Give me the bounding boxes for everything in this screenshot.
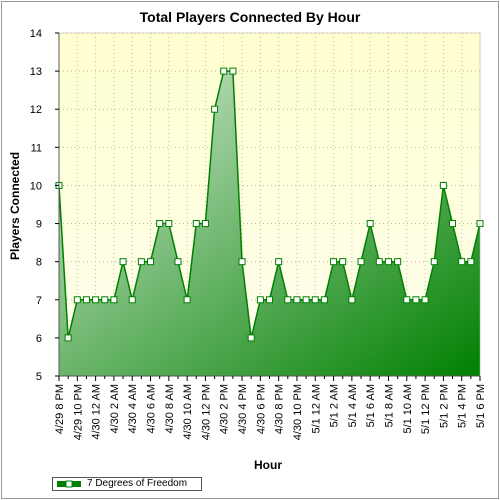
data-point [348,296,356,304]
data-point [366,220,374,228]
series-markers [55,67,484,342]
data-point [256,296,264,304]
data-point [238,258,246,266]
x-axis-ticks: 4/29 8 PM 4/29 10 PM 4/30 12 AM 4/30 2 AM 4/… [54,376,487,440]
series-area [59,71,480,377]
x-tick-label: 4/30 6 PM [255,384,267,434]
data-point [430,258,438,266]
x-tick-label: 5/1 6 PM [475,384,487,428]
y-tick-label: 11 [31,142,42,154]
data-point [293,296,301,304]
x-tick-label: 4/29 8 PM [54,384,66,434]
data-point [183,296,191,304]
data-point [220,67,228,75]
y-tick-label: 6 [36,333,42,345]
data-point [266,296,273,304]
x-tick-label: 4/30 6 AM [146,384,158,434]
x-tick-label: 5/1 2 PM [438,384,450,428]
data-point [284,296,292,304]
y-axis-ticks: 5 6 7 8 9 10 11 12 13 14 [30,28,59,383]
data-point [137,258,145,266]
x-tick-label: 4/30 8 PM [274,384,286,434]
data-point [247,334,255,342]
data-point [82,296,90,304]
data-point [311,296,319,304]
data-point [403,296,411,304]
legend-label: 7 Degrees of Freedom [87,478,188,489]
data-point [384,258,392,266]
data-point [421,296,429,304]
x-tick-label: 5/1 4 AM [347,384,359,427]
data-point [119,258,127,266]
data-point [147,258,155,266]
data-point [339,258,347,266]
legend: 7 Degrees of Freedom [52,477,202,491]
x-tick-label: 5/1 2 AM [329,384,341,427]
data-point [357,258,365,266]
data-point [110,296,118,304]
data-point [64,334,72,342]
x-tick-label: 5/1 12 PM [420,384,432,434]
x-tick-label: 4/30 4 AM [127,384,139,434]
data-point [439,181,447,189]
x-tick-label: 5/1 6 AM [365,384,377,427]
x-tick-label: 4/30 10 AM [182,384,194,440]
chart-title: Total Players Connected By Hour [140,9,361,25]
y-tick-label: 10 [30,180,42,192]
y-tick-label: 14 [30,28,42,40]
data-point [92,296,100,304]
data-point [449,220,457,228]
data-point [412,296,420,304]
data-point [174,258,182,266]
y-tick-label: 8 [36,257,42,269]
data-point [73,296,81,304]
data-point [201,220,209,228]
legend-swatch [57,480,81,488]
y-axis-label: Players Connected [8,152,22,260]
data-point [165,220,173,228]
y-tick-label: 9 [36,219,42,231]
data-point [394,258,402,266]
x-tick-label: 5/1 12 AM [310,384,322,434]
x-tick-label: 5/1 4 PM [457,384,469,428]
x-tick-label: 4/30 12 PM [200,384,212,440]
y-tick-label: 12 [30,104,42,116]
x-axis-label: Hour [254,458,282,472]
data-point [229,67,237,75]
data-point [156,220,164,228]
y-tick-label: 5 [36,371,42,383]
data-point [192,220,200,228]
x-tick-label: 4/29 10 PM [72,384,84,440]
y-tick-label: 13 [30,66,42,78]
data-point [101,296,109,304]
data-point [302,296,310,304]
x-tick-label: 4/30 12 AM [91,384,103,440]
data-point [458,258,466,266]
x-tick-label: 4/30 4 PM [237,384,249,434]
data-point [320,296,328,304]
y-tick-label: 7 [36,295,42,307]
x-tick-label: 5/1 8 AM [383,384,395,427]
data-point [375,258,383,266]
data-point [275,258,283,266]
x-tick-label: 4/30 10 PM [292,384,304,440]
data-point [330,258,338,266]
data-point [128,296,136,304]
x-tick-label: 5/1 10 AM [402,384,414,434]
x-tick-label: 4/30 2 PM [219,384,231,434]
data-point [211,105,219,113]
data-point [467,258,475,266]
x-tick-label: 4/30 8 AM [164,384,176,434]
x-tick-label: 4/30 2 AM [109,384,121,434]
